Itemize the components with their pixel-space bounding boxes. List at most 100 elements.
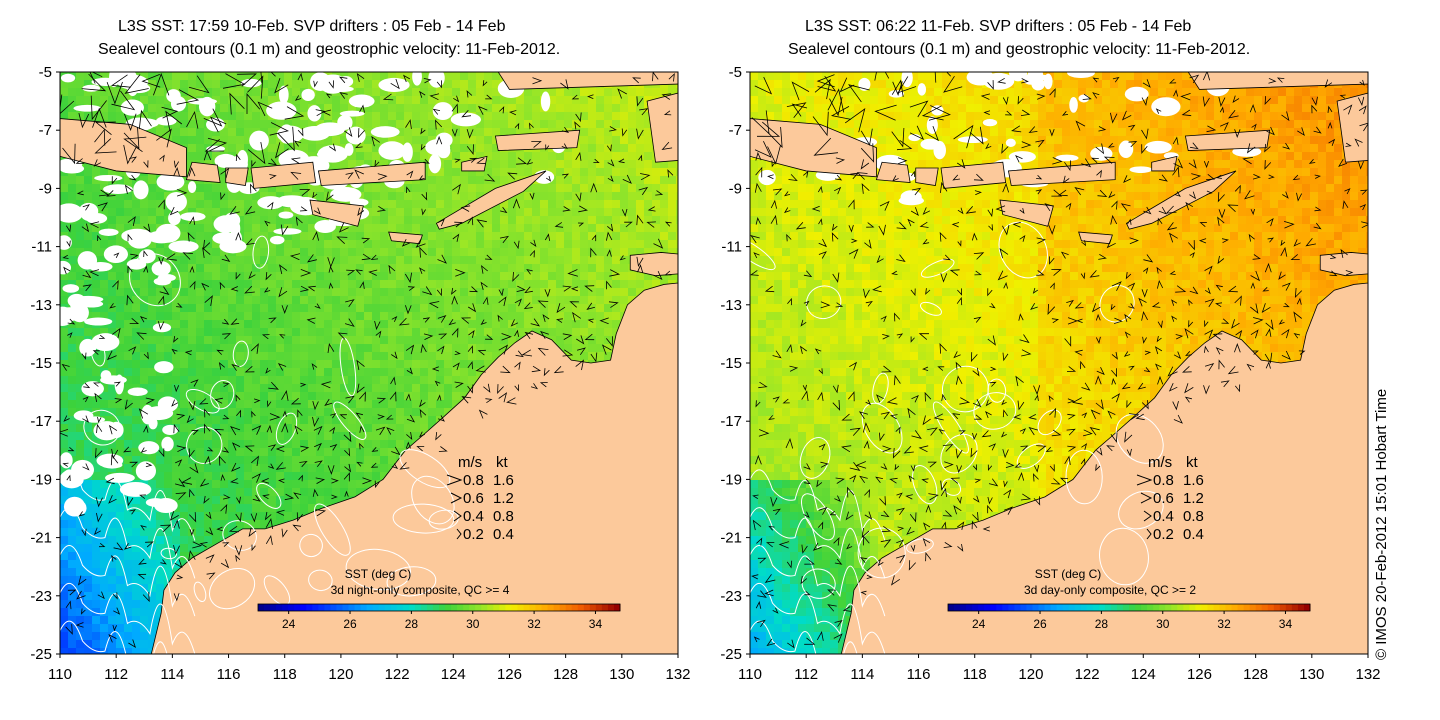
legend-kt-value: 0.4	[1183, 526, 1204, 543]
lon-tick-label: 130	[609, 666, 634, 683]
lat-tick-label: -5	[729, 64, 742, 81]
map-area	[60, 72, 678, 654]
right-panel: L3S SST: 06:22 11-Feb. SVP drifters : 05…	[690, 0, 1390, 720]
legend-ms-value: 0.8	[463, 472, 484, 489]
colorbar-subtitle: 3d night-only composite, QC >= 4	[331, 583, 510, 597]
lat-tick-label: -9	[729, 180, 742, 197]
colorbar-tick-label: 34	[1279, 617, 1293, 631]
island-2	[915, 167, 939, 186]
legend-kt-value: 0.8	[493, 508, 514, 525]
island-3	[250, 161, 317, 189]
left-title-line1: L3S SST: 17:59 10-Feb. SVP drifters : 05…	[118, 18, 506, 35]
colorbar-frame	[257, 603, 621, 612]
colorbar-title: SST (deg C)	[345, 567, 411, 581]
island-8	[1151, 155, 1178, 172]
right-title-line2: Sealevel contours (0.1 m) and geostrophi…	[788, 41, 1251, 58]
island-9	[1184, 129, 1271, 151]
island-10	[646, 92, 678, 163]
island-4	[1007, 161, 1116, 186]
island-6	[435, 170, 547, 230]
lat-tick-label: -11	[31, 239, 52, 256]
legend-arrow	[450, 492, 463, 504]
legend-ms-value: 0.6	[1153, 490, 1174, 507]
lon-tick-label: 122	[1075, 666, 1100, 683]
colorbar-tick-label: 34	[589, 617, 603, 631]
lon-tick-label: 110	[738, 666, 762, 683]
colorbar-title: SST (deg C)	[1035, 567, 1101, 581]
lat-tick-label: -7	[729, 122, 742, 139]
velocity-arrows	[60, 72, 675, 648]
legend-kt-value: 0.8	[1183, 508, 1204, 525]
lon-tick-label: 122	[385, 666, 410, 683]
legend-ms-value: 0.8	[1153, 472, 1174, 489]
velocity-legend: m/s kt0.8 1.60.6 1.20.4 0.80.2 0.4	[1136, 454, 1204, 543]
legend-kt-value: 1.6	[493, 472, 514, 489]
lat-tick-label: -17	[720, 413, 742, 430]
island-6	[1125, 170, 1237, 230]
lat-tick-label: -19	[30, 471, 52, 488]
lat-tick-label: -25	[30, 646, 52, 663]
island-0	[750, 118, 877, 178]
legend-ms-value: 0.4	[1153, 508, 1174, 525]
lon-tick-label: 112	[104, 666, 128, 683]
lon-tick-label: 120	[1018, 666, 1043, 683]
legend-kt-value: 0.4	[493, 526, 514, 543]
legend-ms-value: 0.2	[463, 526, 484, 543]
legend-ms-value: 0.2	[1153, 526, 1174, 543]
lat-tick-label: -23	[30, 588, 52, 605]
lat-tick-label: -7	[39, 122, 52, 139]
colorbar-tick-label: 26	[1033, 617, 1047, 631]
colorbar: SST (deg C) 3d night-only composite, QC >…	[257, 567, 621, 631]
legend-kt-value: 1.6	[1183, 472, 1204, 489]
island-4	[317, 161, 426, 186]
lon-tick-label: 126	[1187, 666, 1212, 683]
legend-arrow	[1136, 474, 1153, 486]
colorbar-tick-label: 32	[1217, 617, 1231, 631]
legend-kt-value: 1.2	[1183, 490, 1204, 507]
colorbar-tick-label: 24	[282, 617, 296, 631]
colorbar-tick-label: 32	[527, 617, 541, 631]
lon-tick-label: 128	[1243, 666, 1268, 683]
island-11	[1187, 72, 1368, 90]
lon-tick-label: 124	[441, 666, 466, 683]
lon-tick-label: 114	[160, 666, 184, 683]
lat-tick-label: -21	[30, 530, 52, 547]
credit-text: © IMOS 20-Feb-2012 15:01 Hobart Time	[1373, 389, 1390, 660]
lat-tick-label: -25	[720, 646, 742, 663]
island-8	[461, 155, 488, 172]
australia-landmass	[150, 282, 678, 654]
colorbar-subtitle: 3d day-only composite, QC >= 2	[1024, 583, 1196, 597]
lon-tick-label: 132	[1355, 666, 1380, 683]
lat-tick-label: -21	[720, 530, 742, 547]
legend-arrow	[1140, 492, 1153, 504]
lon-axis: 110 112 114 116 118 120 122 124 126 128 130 132	[48, 654, 691, 683]
legend-ms-value: 0.6	[463, 490, 484, 507]
colorbar: SST (deg C) 3d day-only composite, QC >= …	[947, 567, 1311, 631]
lat-axis: -5 -7 -9 -11 -13 -15 -17 -19 -21 -23 -25	[720, 64, 750, 663]
lon-tick-label: 128	[553, 666, 578, 683]
lon-tick-label: 132	[665, 666, 690, 683]
legend-arrow	[446, 474, 463, 486]
lon-tick-label: 112	[794, 666, 818, 683]
island-1	[875, 161, 911, 184]
velocity-arrows	[750, 72, 1368, 649]
island-5	[999, 199, 1054, 227]
island-3	[940, 161, 1007, 189]
velocity-legend: m/s kt0.8 1.60.6 1.20.4 0.80.2 0.4	[446, 454, 514, 543]
colorbar-frame	[947, 603, 1311, 612]
lon-axis: 110 112 114 116 118 120 122 124 126 128 130 132	[738, 654, 1381, 683]
lat-tick-label: -19	[720, 471, 742, 488]
legend-arrow	[1146, 528, 1152, 540]
lat-tick-label: -15	[30, 355, 52, 372]
lat-tick-label: -23	[720, 588, 742, 605]
colorbar-tick-label: 30	[466, 617, 480, 631]
lat-tick-label: -9	[39, 180, 52, 197]
legend-header-kt: kt	[496, 454, 509, 471]
legend-header-kt: kt	[1186, 454, 1199, 471]
legend-arrow	[1143, 510, 1152, 522]
colorbar-tick-label: 24	[972, 617, 986, 631]
lon-tick-label: 118	[273, 666, 297, 683]
lat-tick-label: -17	[30, 413, 52, 430]
